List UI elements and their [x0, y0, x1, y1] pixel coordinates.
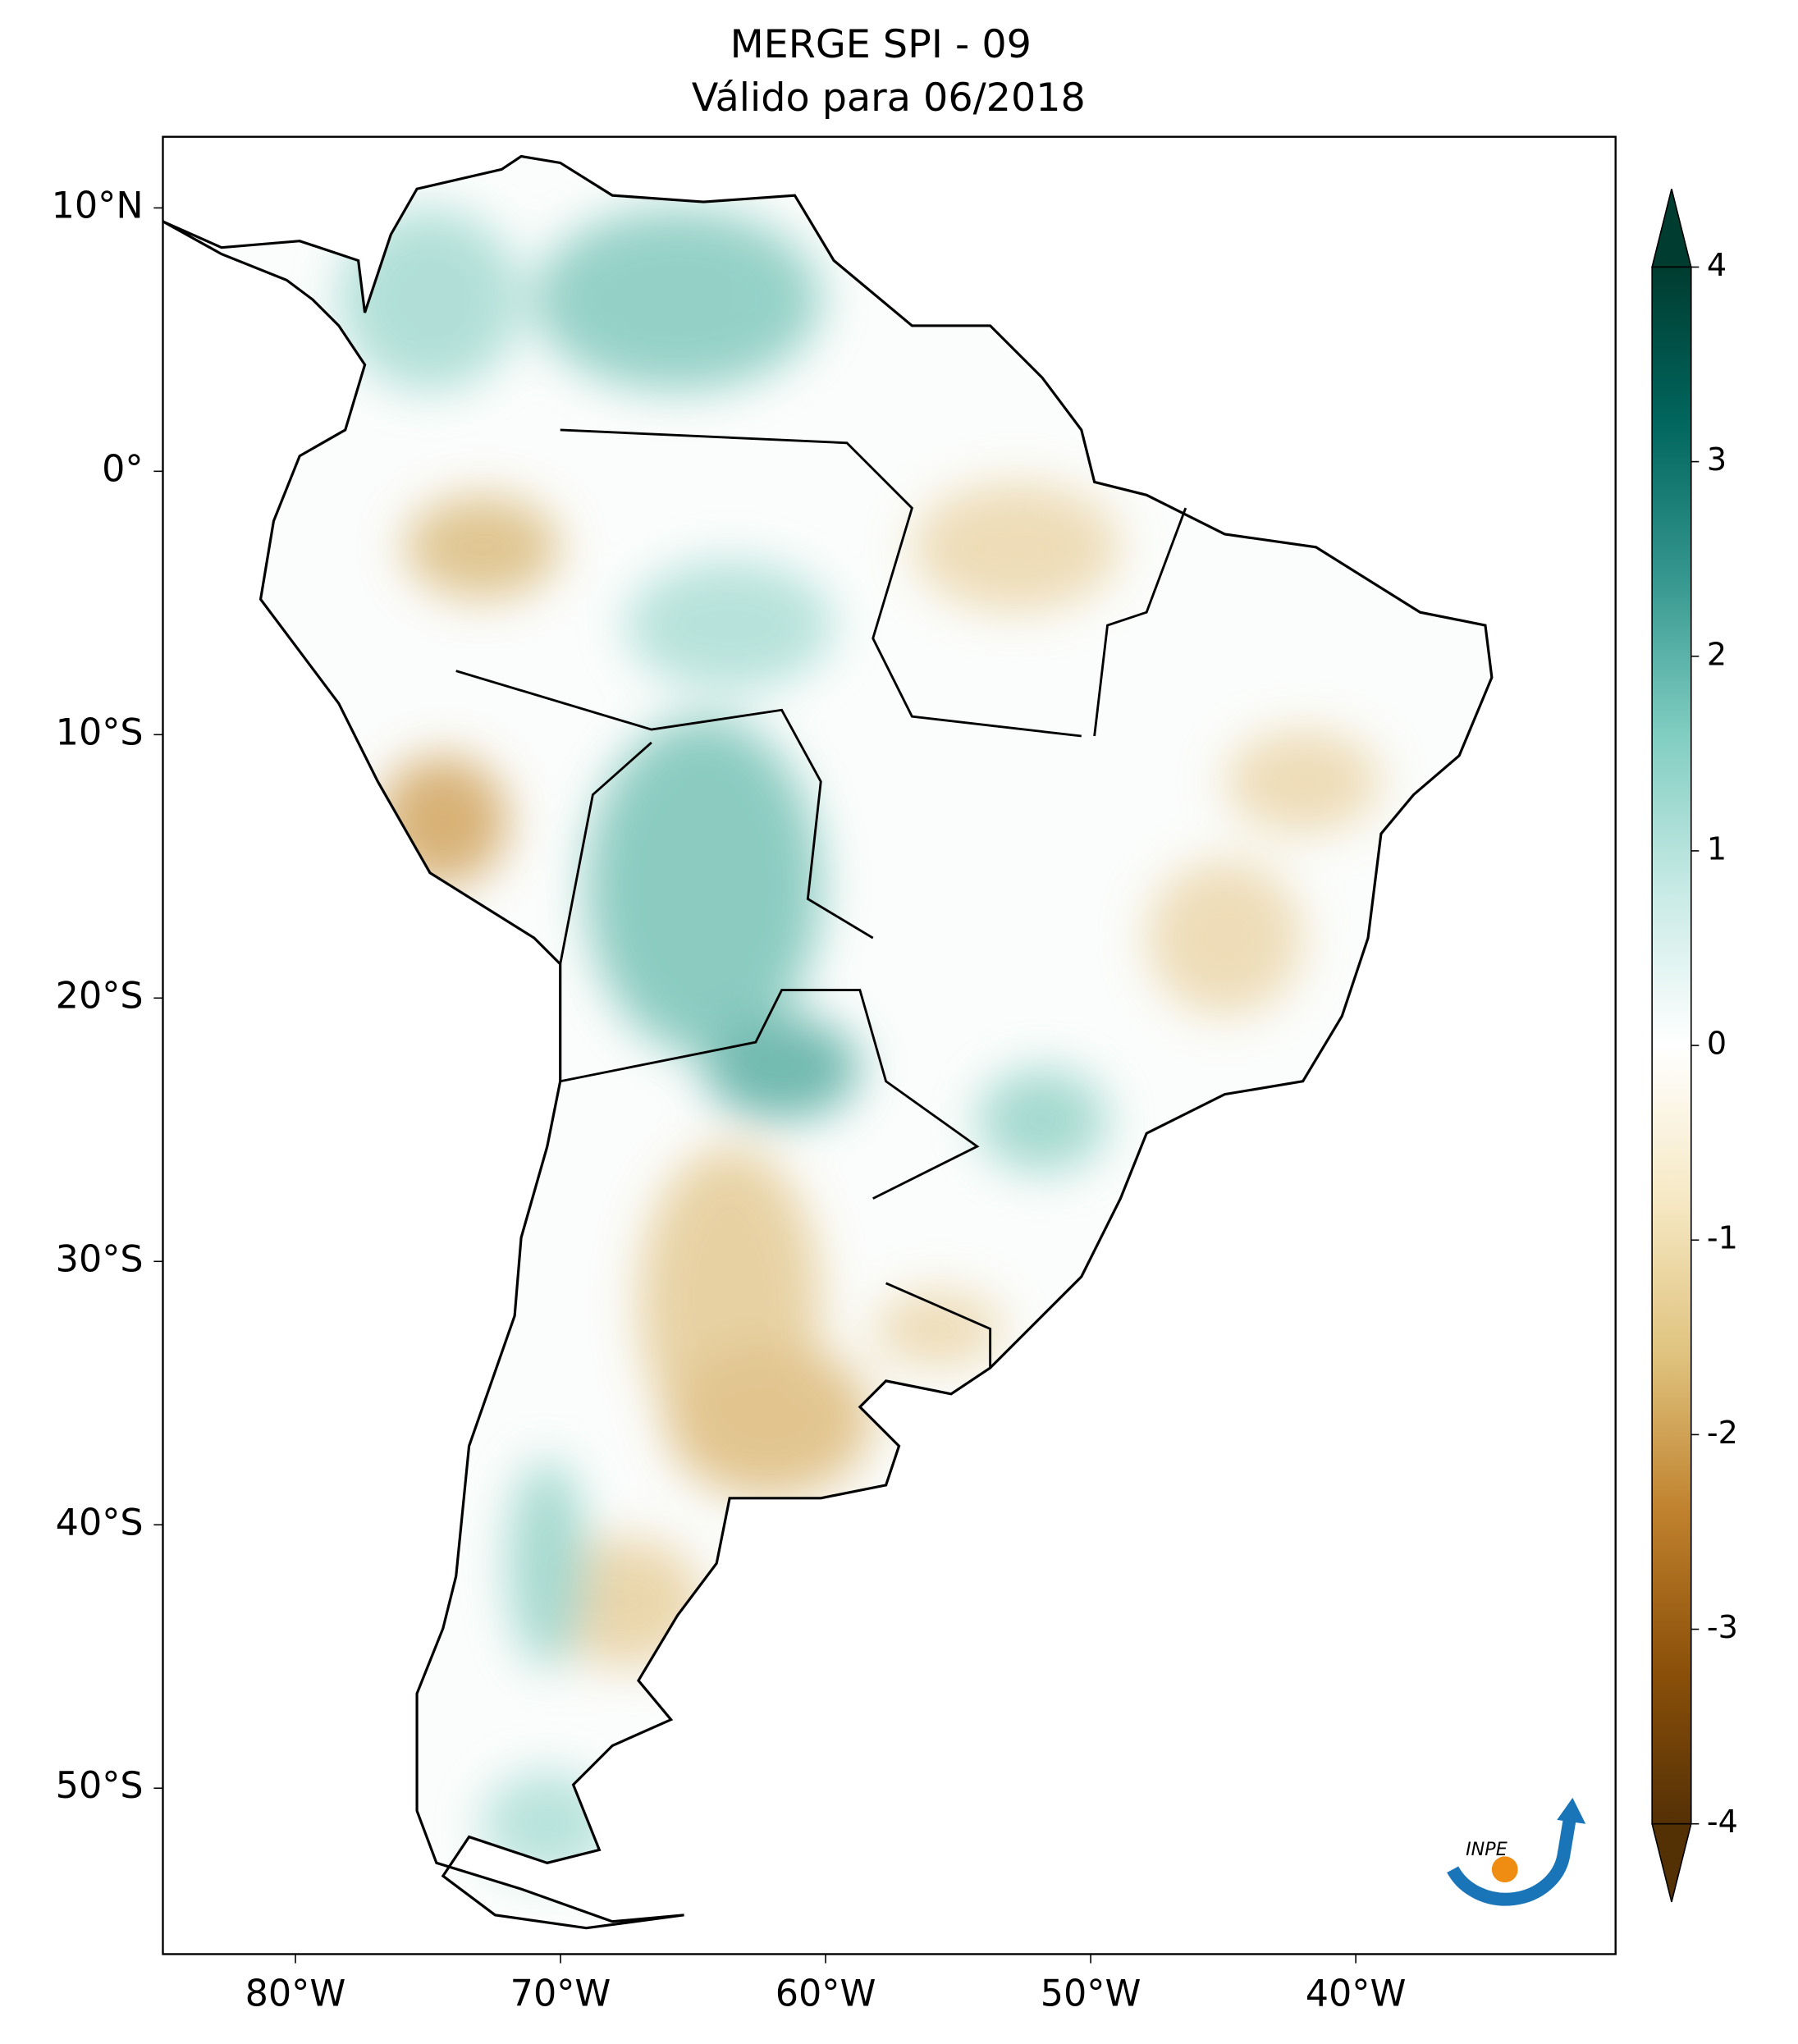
colorbar [1651, 266, 1692, 1825]
y-tick-label: 10°S [56, 711, 144, 753]
borders [455, 428, 1187, 1369]
subtitle: Válido para 06/2018 [692, 75, 1086, 121]
colorbar-bottom-extend [1651, 1822, 1692, 1903]
colorbar-tick-label: -2 [1707, 1415, 1738, 1451]
colorbar-tick-label: -3 [1707, 1609, 1738, 1645]
x-tick-label: 40°W [1306, 1973, 1407, 2014]
y-tick-label: 40°S [56, 1502, 144, 1543]
x-tick-label: 80°W [245, 1973, 346, 2014]
x-tick-label: 70°W [510, 1973, 611, 2014]
colorbar-tick-label: -1 [1707, 1220, 1738, 1256]
colorbar-tick-label: 4 [1707, 247, 1727, 283]
logo: INPE [1447, 1797, 1586, 1906]
y-tick-label: 10°N [52, 185, 144, 226]
colorbar-tick-label: 3 [1707, 441, 1727, 478]
colorbar-tick-label: 0 [1707, 1026, 1727, 1062]
colorbar-top-extend [1651, 189, 1692, 268]
colorbar-tick-label: -4 [1707, 1804, 1738, 1840]
y-tick-label: 30°S [56, 1238, 144, 1280]
logo-text: INPE [1466, 1839, 1507, 1860]
y-tick-label: 0° [102, 448, 144, 490]
x-tick-label: 60°W [775, 1973, 876, 2014]
colorbar-tick-label: 1 [1707, 830, 1727, 867]
colorbar-tick-label: 2 [1707, 636, 1727, 672]
ticks: 80°W 70°W 60°W 50°W 40°W10°N0°10°S20°S30°S40… [52, 185, 1738, 2014]
y-tick-label: 20°S [56, 975, 144, 1017]
y-tick-label: 50°S [56, 1765, 144, 1807]
title: MERGE SPI - 09 [730, 22, 1032, 67]
x-tick-label: 50°W [1041, 1973, 1141, 2014]
